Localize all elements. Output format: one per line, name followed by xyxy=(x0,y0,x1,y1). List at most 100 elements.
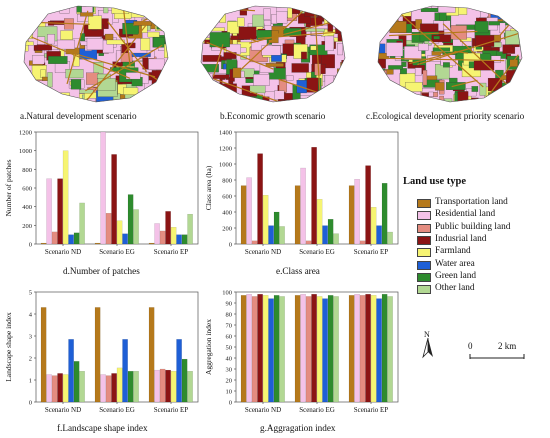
bar xyxy=(387,296,393,403)
land-patch xyxy=(302,98,314,102)
land-patch xyxy=(86,72,99,85)
bar xyxy=(251,296,258,403)
road xyxy=(212,44,224,77)
y-tick-label: 30 xyxy=(226,367,233,374)
scale-bar xyxy=(469,354,525,359)
bar xyxy=(333,296,339,403)
land-patch xyxy=(439,95,444,102)
road xyxy=(84,21,150,102)
bar xyxy=(57,373,63,403)
road xyxy=(493,21,513,43)
land-patch xyxy=(333,76,345,91)
bar xyxy=(251,240,258,245)
bar xyxy=(73,232,80,245)
bar xyxy=(294,295,301,403)
road xyxy=(107,21,148,73)
bar xyxy=(176,234,182,245)
bar xyxy=(279,226,285,245)
land-patch xyxy=(155,24,165,31)
land-patch xyxy=(471,86,479,92)
land-patch xyxy=(286,75,294,81)
bar xyxy=(365,294,371,403)
map-boundary xyxy=(23,5,169,103)
land-patch xyxy=(457,91,469,102)
land-patch xyxy=(505,97,519,102)
land-patch xyxy=(40,69,46,78)
land-patch xyxy=(331,7,345,18)
land-patch xyxy=(123,87,139,95)
y-tick-label: 1000 xyxy=(19,148,32,155)
road xyxy=(206,41,274,70)
land-patch xyxy=(219,13,226,23)
y-tick-label: 10 xyxy=(226,389,233,396)
bar xyxy=(181,358,188,403)
y-tick-label: 2 xyxy=(29,356,32,363)
land-patch xyxy=(489,101,507,102)
x-tick-label: Scenario ND xyxy=(45,406,81,414)
bar xyxy=(127,371,134,403)
bar xyxy=(122,339,128,403)
y-tick-label: 4 xyxy=(29,312,33,319)
land-patch xyxy=(435,82,445,91)
land-patch xyxy=(509,59,518,67)
bar xyxy=(100,131,106,245)
land-patch xyxy=(42,76,48,81)
y-tick-label: 1 xyxy=(29,378,32,385)
legend-label: Farmland xyxy=(435,246,471,257)
land-patch xyxy=(344,32,345,46)
bar xyxy=(94,242,101,245)
land-patch xyxy=(24,96,36,102)
land-patch xyxy=(479,82,487,96)
land-patch xyxy=(415,98,431,102)
land-patch xyxy=(237,17,245,27)
bar xyxy=(268,298,274,403)
bar xyxy=(316,199,323,245)
land-patch xyxy=(378,25,391,29)
land-patch xyxy=(86,98,96,102)
y-tick-label: 20 xyxy=(226,378,233,385)
caption-c: c.Ecological development priority scenar… xyxy=(366,111,525,121)
land-patch xyxy=(333,80,339,89)
map-natural-development xyxy=(23,5,169,103)
bar xyxy=(122,233,128,245)
land-patch xyxy=(36,44,52,51)
bar xyxy=(376,298,382,403)
bar xyxy=(51,375,58,403)
land-patch xyxy=(214,11,221,20)
land-patch xyxy=(60,30,73,40)
y-tick-label: 0 xyxy=(29,242,32,249)
bar xyxy=(257,294,263,403)
bar xyxy=(294,185,301,245)
land-patch xyxy=(431,34,451,43)
land-patch xyxy=(148,58,165,70)
y-tick-label: 200 xyxy=(22,223,32,230)
road xyxy=(213,78,290,102)
y-axis-label: Number of patches xyxy=(4,159,13,216)
land-patch xyxy=(238,97,257,102)
y-tick-label: 1200 xyxy=(19,130,32,137)
scale-zero: 0 xyxy=(468,341,473,351)
y-tick-label: 400 xyxy=(22,204,32,211)
y-tick-label: 60 xyxy=(226,334,233,341)
bar xyxy=(387,231,393,245)
y-tick-label: 70 xyxy=(226,323,233,330)
land-patch xyxy=(388,65,403,70)
land-patch xyxy=(147,98,156,102)
bar xyxy=(305,240,312,245)
bar xyxy=(257,153,263,245)
bar xyxy=(348,185,355,245)
bar xyxy=(94,307,101,403)
land-patch xyxy=(414,67,422,76)
land-patch xyxy=(276,11,288,24)
land-patch xyxy=(148,91,168,99)
bar xyxy=(127,194,134,245)
land-patch xyxy=(486,95,497,102)
y-tick-label: 600 xyxy=(222,194,232,201)
bar xyxy=(116,367,123,403)
land-patch xyxy=(59,99,65,102)
land-patch xyxy=(337,68,342,80)
land-patch xyxy=(455,100,469,102)
land-patch xyxy=(253,74,270,86)
bar xyxy=(370,207,377,245)
bar xyxy=(133,371,139,403)
